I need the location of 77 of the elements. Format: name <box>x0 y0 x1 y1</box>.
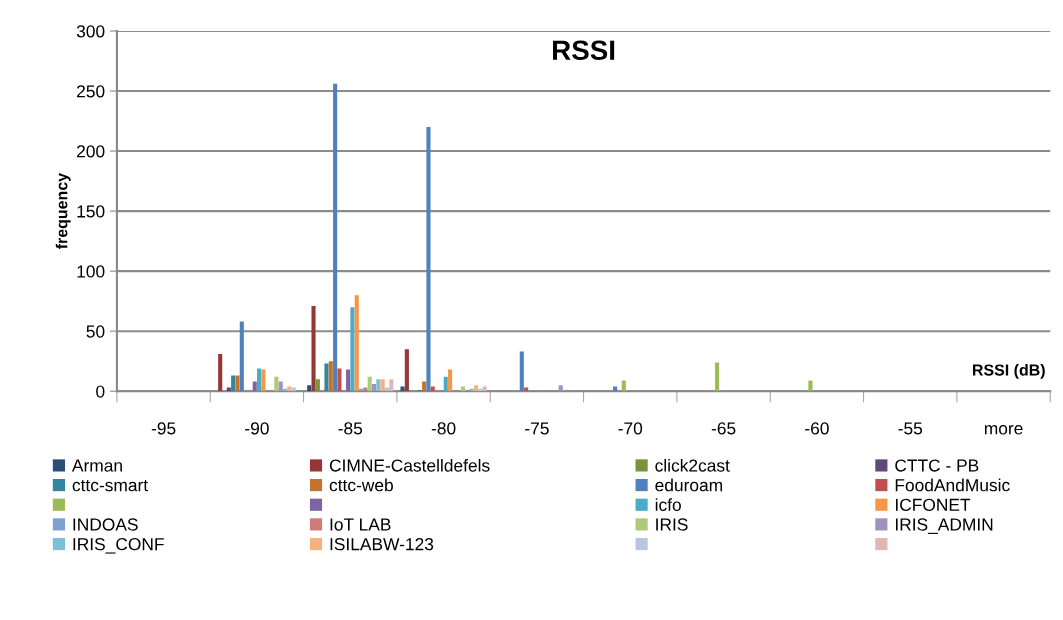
bar <box>715 362 720 392</box>
bar <box>218 354 223 392</box>
bar <box>324 363 329 392</box>
bar <box>808 380 813 392</box>
bar <box>404 349 409 392</box>
bar <box>252 381 257 392</box>
y-tick-label: 250 <box>77 85 105 98</box>
bar <box>460 386 466 392</box>
bar <box>274 376 279 392</box>
x-tick-label: -80 <box>431 422 456 435</box>
bar <box>426 127 431 392</box>
y-tick-label: 100 <box>77 265 105 278</box>
bar <box>239 321 244 392</box>
legend-label: ICFONET <box>895 498 971 511</box>
y-tick-label: 300 <box>76 25 105 38</box>
bar <box>371 384 377 392</box>
bar <box>287 386 292 392</box>
legend-label: eduroam <box>655 478 723 492</box>
legend-label: IRIS_ADMIN <box>895 518 993 534</box>
x-tick-label: more <box>984 425 1023 435</box>
bar <box>558 385 563 392</box>
legend-label: IRIS <box>656 518 688 531</box>
legend-label: CIMNE-Castelldefels <box>329 458 490 472</box>
bar <box>430 386 435 392</box>
bar <box>473 385 479 392</box>
x-tick-label: -90 <box>245 422 269 435</box>
y-axis-title: frequency <box>55 173 71 249</box>
legend-label: INDOAS <box>73 518 138 531</box>
legend-label: click2cast <box>655 458 730 472</box>
bar <box>307 385 312 392</box>
x-axis-title: RSSI (dB) <box>973 363 1045 379</box>
legend-label: cttc-web <box>329 478 393 492</box>
y-tick-label: 200 <box>77 145 105 158</box>
bar <box>367 376 372 392</box>
x-tick-label: -75 <box>525 422 549 435</box>
y-tick-label: 0 <box>96 385 105 398</box>
bar <box>376 379 381 392</box>
bar <box>422 381 427 392</box>
y-tick-label: 50 <box>86 325 105 338</box>
bar <box>346 369 351 392</box>
bar <box>257 368 262 392</box>
bar <box>389 379 394 392</box>
x-tick-label: -60 <box>805 422 829 435</box>
x-tick-label: -85 <box>338 422 363 435</box>
legend-label: icfo <box>655 498 681 511</box>
x-tick-label: -65 <box>711 422 736 435</box>
legend-label: ISILABW-123 <box>330 538 434 551</box>
bar <box>519 351 524 392</box>
y-tick-label: 150 <box>77 205 105 218</box>
x-tick-label: -70 <box>618 422 643 435</box>
bar <box>443 376 448 392</box>
bar <box>315 379 320 392</box>
bar <box>278 381 283 392</box>
legend-label: IoT LAB <box>330 518 391 531</box>
bar <box>328 361 333 392</box>
bar <box>613 386 618 392</box>
bar <box>380 379 385 392</box>
bar <box>448 369 453 392</box>
x-tick-label: -95 <box>151 422 176 435</box>
chart-title: RSSI <box>553 40 615 61</box>
bar <box>350 307 355 392</box>
bar <box>400 386 405 392</box>
legend-label: CTTC - PB <box>895 459 979 472</box>
legend-label: FoodAndMusic <box>895 478 1010 492</box>
bar <box>482 386 487 392</box>
bar <box>311 305 316 392</box>
bar <box>337 368 342 392</box>
x-tick-label: -55 <box>898 422 923 435</box>
bar <box>231 375 236 392</box>
bar <box>235 375 240 392</box>
legend-label: cttc-smart <box>72 479 148 492</box>
bar <box>261 369 266 392</box>
bar <box>354 295 359 392</box>
bar <box>621 380 626 392</box>
legend-label: IRIS_CONF <box>73 538 164 554</box>
bar <box>333 83 338 392</box>
legend-label: Arman <box>71 459 122 472</box>
